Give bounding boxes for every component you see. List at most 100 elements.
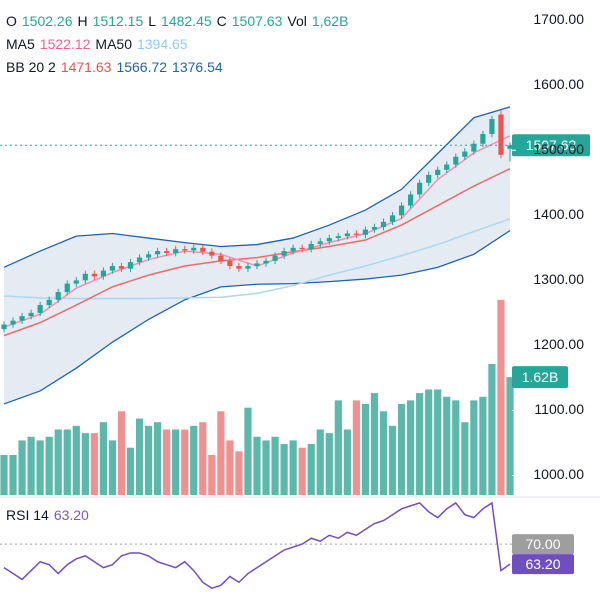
candle-body	[127, 262, 134, 269]
volume-bar	[262, 440, 270, 495]
candle-body	[281, 251, 287, 256]
candle-body	[19, 316, 25, 321]
candle-body	[182, 249, 188, 251]
volume-bar	[81, 433, 89, 495]
volume-bar	[154, 422, 162, 495]
candle-body	[498, 114, 504, 155]
candle-body	[155, 251, 161, 255]
volume-bar	[217, 411, 225, 495]
candle-body	[100, 270, 106, 277]
last-price-label: 1507.63	[526, 137, 577, 153]
volume-tag	[512, 366, 568, 389]
volume-bar	[45, 436, 53, 495]
candle-body	[272, 255, 278, 261]
candle-body	[136, 257, 143, 263]
candle-body	[37, 305, 43, 313]
candle-body	[64, 283, 70, 293]
candle-body	[200, 247, 206, 252]
header-item: RSI 14	[6, 507, 49, 523]
y-tick-label: 1100.00	[534, 401, 584, 417]
volume-bar	[452, 400, 460, 495]
volume-bar	[397, 404, 406, 495]
y-tick-label: 1600.00	[533, 76, 584, 92]
volume-bar	[334, 400, 342, 495]
candle-body	[317, 241, 323, 244]
rsi-legend: RSI 14 63.20	[6, 507, 89, 523]
candle-body	[462, 151, 468, 157]
candle-body	[371, 227, 378, 230]
volume-bar	[253, 436, 261, 495]
band-fill	[4, 106, 510, 404]
header-item: 1502.26	[22, 13, 73, 29]
volume-bar	[307, 444, 315, 495]
volume-bar	[199, 422, 207, 495]
volume-bar	[470, 400, 478, 495]
volume-bar	[0, 454, 8, 495]
header-item: C	[217, 13, 227, 29]
moving-average	[3, 168, 511, 337]
volume-bar	[36, 440, 44, 495]
y-tick-label: 1400.00	[533, 206, 584, 222]
volume-bar	[298, 447, 306, 495]
volume-bar	[144, 425, 153, 495]
volume-bar	[208, 454, 216, 495]
rsi-line	[3, 501, 511, 590]
volume-bar	[190, 425, 198, 495]
candle-body	[46, 299, 52, 306]
candle-body	[236, 266, 242, 269]
volume-bar	[135, 418, 144, 495]
candle-body	[299, 247, 305, 250]
volume-bar	[280, 444, 288, 495]
volume-bar	[488, 363, 496, 495]
header-item: 1512.15	[93, 13, 144, 29]
volume-bar	[479, 396, 487, 495]
volume-bar	[27, 436, 35, 495]
header-item: 1482.45	[161, 13, 212, 29]
candle-body	[209, 251, 215, 256]
header-item: MA5	[6, 36, 35, 52]
volume-bar	[163, 429, 171, 495]
header-item: 1,62B	[312, 13, 349, 29]
candle-body	[290, 247, 296, 252]
candle-body	[91, 273, 97, 277]
y-tick-label: 1500.00	[533, 141, 584, 157]
volume-bar	[9, 454, 17, 495]
volume-bar	[343, 429, 351, 495]
candle-body	[245, 266, 251, 269]
candle-body	[426, 174, 432, 183]
header-item: L	[148, 13, 156, 29]
header-item: H	[78, 13, 88, 29]
candle-body	[145, 254, 152, 258]
volume-bar	[235, 451, 243, 495]
volume-tag-label: 1.62B	[522, 369, 559, 385]
volume-bar	[434, 389, 442, 495]
band-lower	[3, 230, 511, 405]
volume-bar	[54, 429, 62, 495]
candle-body	[173, 249, 179, 254]
candle-body	[398, 205, 405, 216]
candle-body	[389, 215, 396, 222]
header-item: BB 20 2	[6, 59, 56, 75]
rsi-last-label: 63.20	[525, 556, 560, 572]
header-item: 1376.54	[172, 59, 223, 75]
y-tick-label: 1300.00	[533, 271, 584, 287]
header-item: O	[6, 13, 17, 29]
legend-row: O 1502.26 H 1512.15 L 1482.45 C 1507.63 Vol 1,62B	[6, 13, 348, 29]
candle-body	[489, 119, 495, 134]
candle-body	[218, 255, 224, 261]
volume-bar	[361, 404, 370, 495]
volume-bar	[244, 407, 252, 495]
y-tick-label: 1000.00	[533, 466, 584, 482]
volume-bar	[226, 440, 234, 495]
candle-body	[109, 266, 116, 271]
candle-body	[55, 292, 61, 300]
volume-bar	[172, 429, 180, 495]
volume-bar	[416, 393, 424, 495]
candle-body	[453, 156, 459, 165]
candle-body	[335, 236, 341, 239]
volume-bar	[407, 400, 415, 495]
candle-body	[227, 260, 233, 267]
header-item: Vol	[287, 13, 306, 29]
volume-bar	[99, 422, 107, 495]
